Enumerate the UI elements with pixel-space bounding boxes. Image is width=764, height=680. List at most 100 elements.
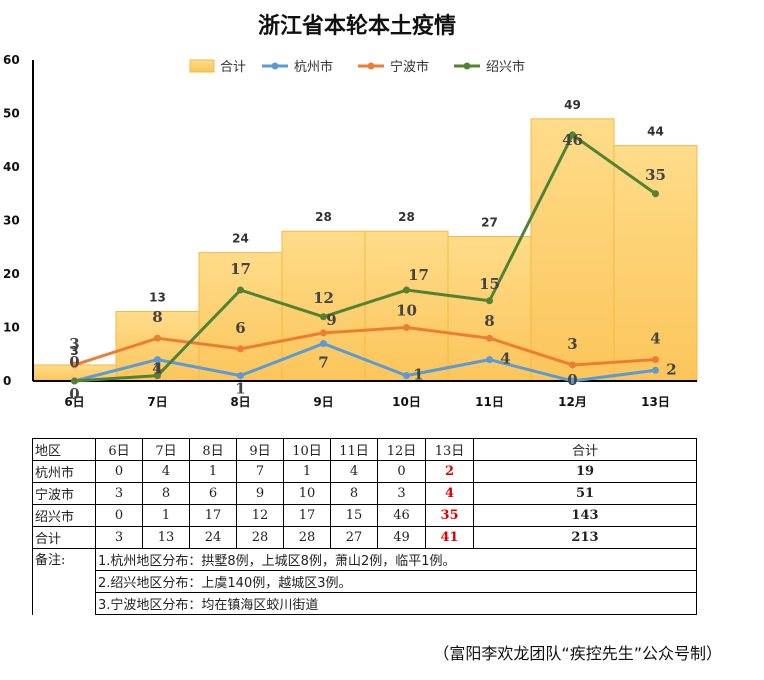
table-cell: 4: [425, 482, 474, 505]
series-point: [652, 190, 659, 198]
series-point: [154, 356, 161, 364]
series-point-label: 4: [152, 360, 162, 378]
bar-total-label: 13: [149, 290, 166, 304]
bar-total: [530, 118, 615, 382]
series-point: [154, 334, 161, 342]
series-point-label: 17: [230, 260, 251, 278]
lines: [71, 131, 659, 385]
table-body: 地区 6日 7日 8日 9日 10日 11日 12日 13日 合计 杭州市 0 4 1 7 1 4 0 2 19 宁波市…: [32, 438, 697, 615]
bar-total-label: 49: [564, 98, 581, 112]
data-table: 地区 6日 7日 8日 9日 10日 11日 12日 13日 合计 杭州市 0 4 1 7 1 4 0 2 19 宁波市…: [32, 438, 697, 615]
x-tick-label: 7日: [147, 395, 167, 409]
table-cell: 0: [377, 460, 426, 483]
series-point-label: 35: [645, 166, 666, 184]
bar-total-label: 28: [315, 210, 332, 224]
table-cell: 17: [189, 504, 237, 527]
table-row: 合计 3 13 24 28 28 27 49 41 213: [32, 526, 697, 549]
legend-marker: [271, 62, 279, 70]
table-cell: 8: [142, 482, 190, 505]
table-cell: 1: [283, 460, 331, 483]
table-cell: 8: [330, 482, 378, 505]
table-cell: 51: [473, 482, 697, 505]
series-point-label: 15: [479, 275, 500, 293]
table-cell: 3: [377, 482, 426, 505]
bar-total-label: 44: [647, 125, 664, 139]
series-point-label: 0: [69, 385, 79, 403]
table-cell: 35: [425, 504, 474, 527]
series-point-label: 8: [152, 308, 162, 326]
series-point-label: 12: [313, 289, 334, 307]
table-cell: 15: [330, 504, 378, 527]
table-cell: 7: [236, 460, 284, 483]
legend-marker: [367, 62, 375, 70]
notes-label: 备注:: [32, 548, 96, 615]
table-cell: 3: [95, 482, 143, 505]
series-point: [403, 372, 410, 380]
series-point-label: 0: [567, 371, 577, 389]
series-point-label: 1: [152, 360, 162, 378]
y-tick-label: 30: [3, 214, 20, 228]
table-cell: 0: [95, 504, 143, 527]
table-header-cell: 12日: [377, 438, 426, 461]
y-tick-label: 0: [3, 374, 11, 388]
x-tick-label: 10日: [392, 395, 421, 409]
table-header-cell: 地区: [32, 438, 96, 461]
x-tick-label: 12月: [558, 395, 587, 409]
series-point-label: 6: [235, 319, 245, 337]
y-tick-label: 20: [3, 267, 20, 281]
table-header-cell: 13日: [425, 438, 474, 461]
table-cell: 4: [330, 460, 378, 483]
table-cell: 28: [236, 526, 284, 549]
bar-total-label: 24: [232, 232, 249, 246]
note-row: 备注: 1.杭州地区分布：拱墅8例，上城区8例，萧山2例，临平1例。: [32, 548, 697, 615]
series-point-label: 1: [235, 380, 245, 398]
table-cell: 17: [283, 504, 331, 527]
note-text: 2.绍兴地区分布：上虞140例，越城区3例。: [95, 570, 697, 593]
table-cell: 10: [283, 482, 331, 505]
series-point-label: 8: [484, 312, 494, 330]
legend-label: 杭州市: [294, 59, 333, 75]
series-point: [486, 297, 493, 305]
table-cell: 213: [473, 526, 697, 549]
series-point: [154, 372, 161, 380]
series-point: [652, 366, 659, 374]
series-point-label: 0: [69, 353, 79, 371]
chart-title: 浙江省本轮本土疫情: [258, 13, 456, 39]
table-header-cell: 8日: [189, 438, 237, 461]
bar-total-label: 27: [481, 216, 498, 230]
table-row: 绍兴市 0 1 17 12 17 15 46 35 143: [32, 504, 697, 527]
series-point-label: 17: [408, 266, 429, 284]
table-cell: 41: [425, 526, 474, 549]
series-point-label: 9: [326, 311, 336, 329]
series-point-label: 10: [396, 302, 417, 320]
note-row: 3.宁波地区分布：均在镇海区蛟川街道: [33, 592, 697, 615]
table-cell: 27: [330, 526, 378, 549]
note-text: 1.杭州地区分布：拱墅8例，上城区8例，萧山2例，临平1例。: [95, 548, 697, 571]
series-point: [486, 334, 493, 342]
y-tick-label: 60: [3, 53, 20, 67]
table-cell: 9: [236, 482, 284, 505]
table-row-label: 绍兴市: [32, 504, 96, 527]
table-header-row: 地区 6日 7日 8日 9日 10日 11日 12日 13日 合计: [32, 438, 697, 461]
credit-footer: （富阳李欢龙团队“疾控先生”公众号制）: [433, 644, 722, 663]
note-row: 2.绍兴地区分布：上虞140例，越城区3例。: [33, 570, 697, 593]
x-tick-label: 8日: [230, 395, 250, 409]
series-point: [320, 329, 327, 337]
series-point: [320, 340, 327, 348]
table-header-cell: 7日: [142, 438, 190, 461]
bar-total-label: 3: [70, 344, 78, 358]
table-cell: 143: [473, 504, 697, 527]
table-cell: 3: [95, 526, 143, 549]
bar-total-label: 28: [398, 210, 415, 224]
table-cell: 19: [473, 460, 697, 483]
table-row-label: 杭州市: [32, 460, 96, 483]
series-point: [569, 131, 576, 139]
series-point: [320, 313, 327, 321]
table-cell: 46: [377, 504, 426, 527]
series-point-label: 2: [666, 360, 676, 378]
table-cell: 2: [425, 460, 474, 483]
legend: 合计 杭州市 宁波市 绍兴市: [189, 59, 525, 75]
